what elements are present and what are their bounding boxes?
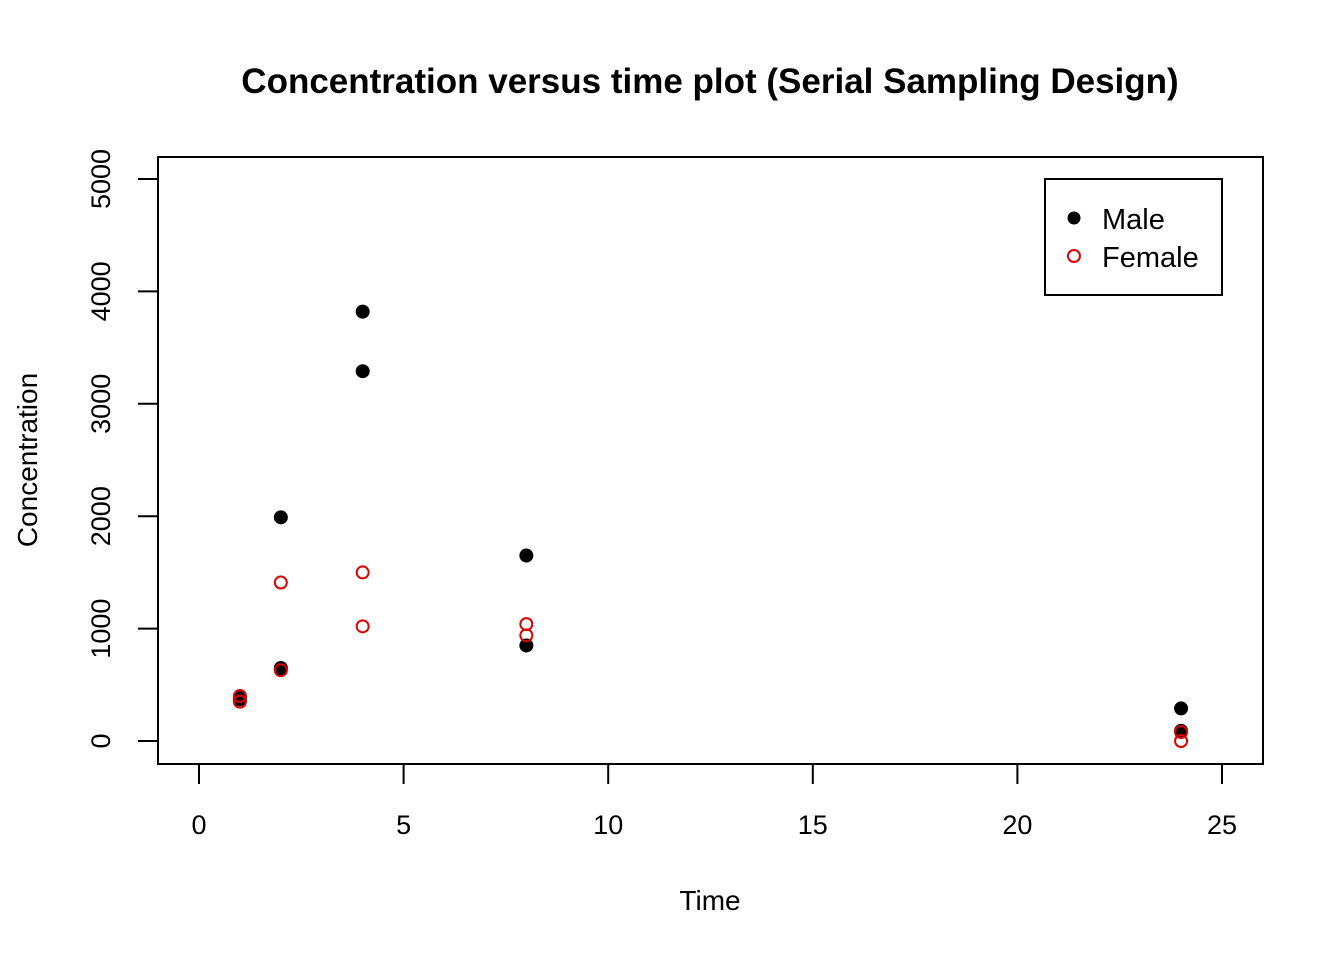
x-axis-title: Time (679, 885, 740, 916)
y-tick-label: 0 (86, 733, 116, 748)
legend-frame (1044, 178, 1223, 296)
legend: Male Female (1044, 178, 1223, 296)
chart-title: Concentration versus time plot (Serial S… (241, 62, 1178, 101)
legend-label-male: Male (1102, 204, 1165, 236)
data-point-male (519, 548, 534, 563)
x-tick-label: 20 (1002, 810, 1032, 840)
data-point-female (232, 694, 247, 709)
data-point-female (1174, 725, 1189, 740)
legend-marker-male (1067, 211, 1081, 225)
x-axis: 0 5 10 15 20 25 (191, 763, 1237, 840)
data-point-male (355, 304, 370, 319)
data-point-female (355, 565, 370, 580)
y-tick-label: 3000 (86, 374, 116, 434)
data-point-male (519, 638, 534, 653)
x-tick-label: 10 (593, 810, 623, 840)
y-tick-label: 1000 (86, 599, 116, 659)
x-tick-label: 0 (191, 810, 206, 840)
data-point-female (519, 617, 534, 632)
data-point-male (273, 510, 288, 525)
data-point-female (519, 628, 534, 643)
x-tick-label: 25 (1207, 810, 1237, 840)
data-point-female (273, 575, 288, 590)
data-point-female (1174, 734, 1189, 748)
x-tick-label: 5 (396, 810, 411, 840)
data-points (232, 304, 1189, 748)
data-point-female (273, 663, 288, 678)
y-axis: 0 1000 2000 3000 4000 5000 (86, 149, 159, 749)
legend-marker-female (1067, 249, 1081, 263)
y-axis-title: Concentration (12, 373, 43, 547)
y-tick-label: 4000 (86, 261, 116, 321)
y-tick-label: 5000 (86, 149, 116, 209)
data-point-female (355, 619, 370, 634)
legend-label-female: Female (1102, 242, 1199, 274)
y-tick-label: 2000 (86, 486, 116, 546)
data-point-male (355, 364, 370, 379)
data-point-female (232, 689, 247, 704)
data-point-male (1174, 701, 1189, 716)
x-tick-label: 15 (798, 810, 828, 840)
